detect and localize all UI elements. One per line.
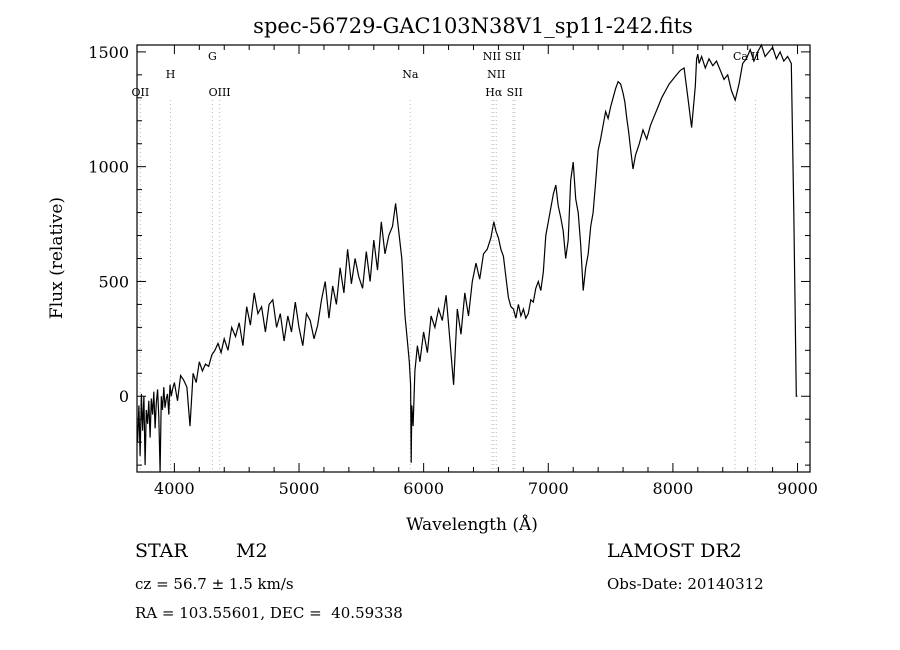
y-tick-label: 1500 xyxy=(88,43,129,62)
object-type: STAR xyxy=(135,540,188,562)
line-label: Hα xyxy=(485,86,503,99)
chart-title: spec-56729-GAC103N38V1_sp11-242.fits xyxy=(253,14,693,38)
line-label: NII xyxy=(487,68,505,81)
line-label: Ca xyxy=(733,50,748,63)
redshift-cz: cz = 56.7 ± 1.5 km/s xyxy=(135,575,294,593)
spectrum-line xyxy=(137,43,798,473)
plot-frame xyxy=(136,44,811,473)
line-label: NII xyxy=(483,50,501,63)
line-label: OIII xyxy=(209,86,231,99)
spectral-line-markers xyxy=(139,100,756,472)
y-tick-label: 1000 xyxy=(88,158,129,177)
line-label: SII xyxy=(507,86,523,99)
x-tick-label: 5000 xyxy=(279,479,320,498)
x-axis-label: Wavelength (Å) xyxy=(406,514,538,535)
y-axis-label: Flux (relative) xyxy=(47,197,67,319)
x-tick-label: 4000 xyxy=(154,479,195,498)
coordinates: RA = 103.55601, DEC = 40.59338 xyxy=(135,604,403,622)
line-label: SII xyxy=(505,50,521,63)
line-label: G xyxy=(208,50,217,63)
line-label: Na xyxy=(402,68,419,81)
x-tick-label: 9000 xyxy=(777,479,818,498)
object-subclass: M2 xyxy=(236,540,268,562)
observation-date: Obs-Date: 20140312 xyxy=(607,575,764,593)
y-tick-label: 0 xyxy=(119,387,129,406)
x-axis-ticks: 4000 5000 6000 7000 8000 9000 xyxy=(154,45,818,498)
x-tick-label: 7000 xyxy=(528,479,569,498)
x-tick-label: 6000 xyxy=(403,479,444,498)
y-tick-label: 500 xyxy=(98,272,129,291)
survey-name: LAMOST DR2 xyxy=(607,540,742,562)
x-tick-label: 8000 xyxy=(653,479,694,498)
line-label: OII xyxy=(132,86,150,99)
y-axis-ticks: 0 500 1000 1500 xyxy=(88,43,810,466)
line-label: H xyxy=(166,68,176,81)
